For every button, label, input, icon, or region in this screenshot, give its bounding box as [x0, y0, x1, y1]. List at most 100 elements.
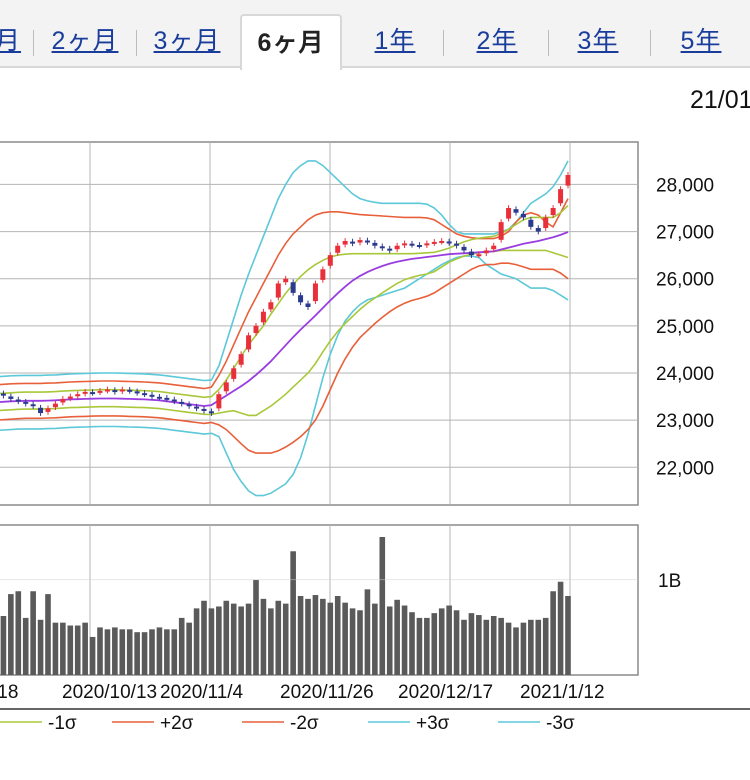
legend-label: -2σ — [290, 713, 319, 734]
tab-2-years[interactable]: 2年 — [476, 27, 518, 55]
volume-bar — [312, 595, 319, 675]
tab-2-months[interactable]: 2ヶ月 — [51, 27, 119, 55]
tab-separator — [33, 30, 34, 56]
candle — [491, 245, 497, 250]
volume-bar — [505, 622, 512, 675]
volume-bar — [282, 603, 289, 675]
volume-bar — [45, 594, 51, 675]
volume-bar — [97, 627, 103, 675]
candle — [156, 396, 162, 399]
candle — [238, 354, 244, 365]
volume-bar — [476, 615, 482, 675]
volume-bar — [112, 627, 118, 675]
tab-separator — [548, 30, 549, 56]
volume-bar — [342, 602, 348, 675]
tab-5-years[interactable]: 5年 — [680, 27, 722, 55]
candle — [38, 407, 44, 414]
volume-bar — [238, 606, 244, 675]
legend-label: +2σ — [160, 713, 194, 734]
tab-6-months[interactable]: 6ヶ月 — [240, 14, 342, 70]
volume-bar — [394, 599, 400, 675]
candle — [67, 396, 73, 399]
candle — [260, 311, 266, 323]
candle — [104, 389, 110, 392]
candle — [275, 283, 281, 298]
volume-bar — [513, 627, 519, 675]
y-tick-label: 27,000 — [656, 223, 714, 244]
volume-bar — [37, 619, 44, 675]
candle — [0, 393, 6, 396]
volume-bar — [349, 608, 356, 675]
volume-bar — [0, 615, 7, 675]
legend-label: +3σ — [416, 713, 450, 734]
candle — [283, 278, 289, 283]
volume-bar — [216, 606, 222, 675]
volume-bar — [431, 613, 438, 675]
volume-bar — [386, 606, 393, 675]
tab-1-month[interactable]: 月 — [0, 27, 21, 55]
period-tab-bar: 月 2ヶ月 3ヶ月 6ヶ月 1年 2年 3年 5年 — [0, 0, 750, 70]
candle — [305, 303, 311, 307]
candle — [149, 394, 155, 397]
candle — [82, 391, 88, 394]
candle — [134, 391, 140, 394]
volume-bar — [372, 603, 378, 675]
candle — [342, 241, 348, 245]
candle — [119, 389, 125, 392]
volume-bar — [201, 600, 207, 675]
volume-bar — [245, 603, 252, 675]
candle — [565, 175, 571, 186]
candle — [402, 243, 408, 246]
volume-bar — [253, 579, 259, 675]
volume-bar — [357, 610, 363, 675]
legend-label: -1σ — [48, 713, 77, 734]
candle — [312, 283, 318, 302]
volume-bar — [409, 612, 415, 675]
volume-bar — [156, 627, 163, 675]
tab-1-year[interactable]: 1年 — [374, 27, 416, 55]
candle — [253, 325, 259, 333]
candle — [387, 248, 393, 251]
candle — [246, 335, 252, 350]
candle — [194, 406, 200, 409]
volume-bar — [401, 605, 408, 675]
volume-bar — [186, 622, 192, 675]
volume-bar — [8, 594, 14, 675]
candle — [75, 394, 81, 397]
candle — [127, 389, 133, 392]
candle — [231, 368, 237, 379]
volume-bar — [305, 598, 311, 675]
volume-bar — [52, 622, 59, 675]
volume-bar — [104, 629, 111, 675]
volume-bar — [30, 591, 36, 675]
candle — [179, 401, 185, 404]
volume-bar — [498, 617, 504, 675]
volume-bar — [260, 598, 267, 675]
volume-bar — [320, 598, 326, 675]
volume-bar — [230, 603, 237, 675]
volume-bar — [164, 629, 170, 675]
volume-bar — [15, 591, 22, 675]
candle — [45, 408, 51, 412]
candle — [15, 399, 21, 402]
candle — [416, 245, 422, 248]
tab-3-months[interactable]: 3ヶ月 — [153, 27, 221, 55]
legend: -1σ +2σ -2σ +3σ -3σ — [0, 708, 750, 734]
candle — [357, 240, 363, 243]
volume-bar — [208, 608, 215, 675]
candle — [208, 411, 214, 414]
volume-panel-frame — [0, 524, 639, 676]
x-tick-label: 2020/11/4 — [160, 682, 244, 703]
volume-bar — [275, 600, 282, 675]
candle — [535, 228, 541, 232]
volume-bar — [178, 617, 185, 675]
candle — [186, 404, 192, 407]
y-tick-label: 24,000 — [656, 364, 714, 385]
volume-bar — [438, 608, 445, 675]
candle — [268, 302, 274, 310]
tab-3-years[interactable]: 3年 — [577, 27, 619, 55]
candle — [327, 255, 333, 266]
y-tick-label: 22,000 — [656, 458, 714, 479]
candle — [461, 246, 467, 251]
plus1-sigma-line — [0, 205, 569, 399]
